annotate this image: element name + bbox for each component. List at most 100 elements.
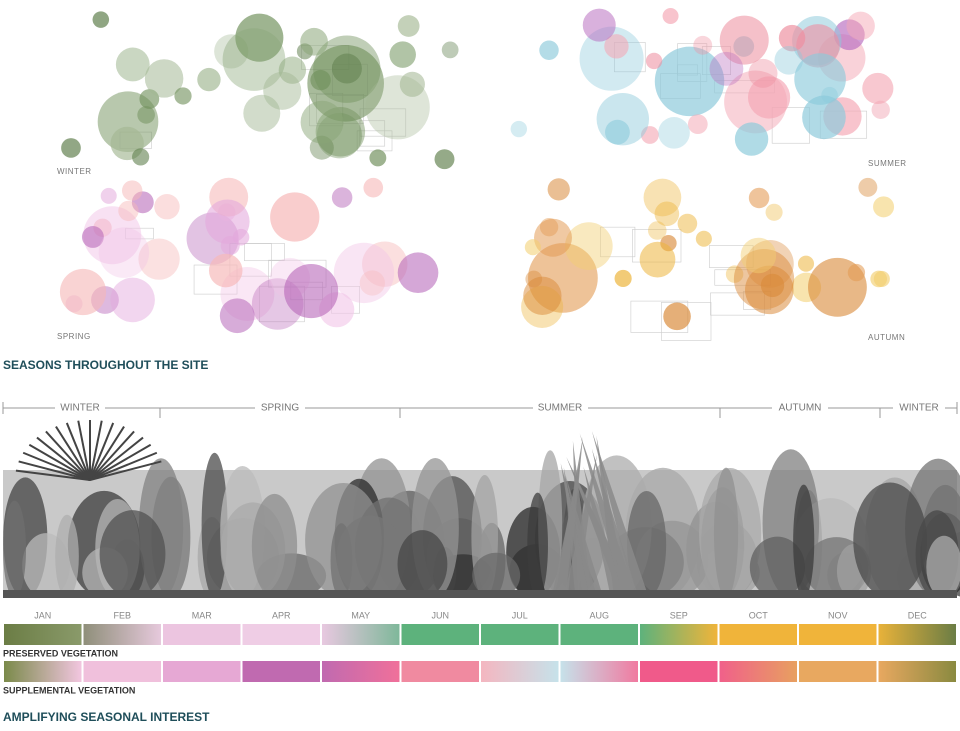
foliage (527, 492, 548, 598)
tree-canopy (654, 201, 680, 227)
month-bar (83, 624, 161, 645)
tree-canopy (733, 248, 795, 310)
tree-canopy (434, 149, 455, 170)
tree-canopy (748, 58, 778, 88)
month-label: APR (272, 610, 291, 620)
tree-canopy (110, 277, 155, 323)
tree-canopy (833, 19, 865, 51)
tree-canopy (219, 298, 255, 334)
plant-photo (3, 420, 960, 599)
palm-frond (89, 420, 103, 481)
tree-canopy (709, 51, 744, 86)
tree-canopy (270, 192, 320, 242)
season-label: SUMMER (538, 403, 582, 414)
foliage (749, 536, 806, 598)
tree-canopy (115, 47, 150, 82)
tree-canopy (243, 94, 281, 132)
tree-canopy (362, 241, 408, 287)
tree-canopy (284, 264, 339, 319)
month-bar (878, 624, 956, 645)
month-bar (481, 624, 559, 645)
month-label: JUN (432, 610, 450, 620)
tree-canopy (144, 59, 184, 98)
palm-frond (77, 420, 91, 481)
tree-canopy (740, 237, 777, 274)
tree-canopy (693, 35, 713, 55)
tree-canopy (873, 270, 890, 287)
bar-label: SUPPLEMENTAL VEGETATION (3, 685, 135, 695)
tree-canopy (847, 263, 866, 282)
month-bar (719, 624, 797, 645)
palm-frond (89, 430, 135, 481)
month-label: MAY (351, 610, 370, 620)
foliage (3, 500, 27, 598)
tree-canopy (309, 135, 334, 160)
tree-canopy (59, 268, 107, 316)
tree-canopy (658, 117, 690, 149)
foliage (853, 482, 927, 598)
month-bars: JAN FEB MAR APR MAY JUN JUL AUG SEP OCT NOV DEC (4, 610, 956, 682)
bar-label: PRESERVED VEGETATION (3, 648, 118, 658)
tree-canopy (205, 199, 250, 244)
month-bar (401, 661, 479, 682)
tree-canopy (695, 230, 712, 247)
site-maps (59, 7, 895, 341)
tree-canopy (614, 269, 632, 288)
month-bar (322, 661, 400, 682)
palm-frond (89, 422, 115, 481)
month-bar (799, 624, 877, 645)
agave-leaf (583, 466, 625, 598)
tree-canopy (534, 218, 572, 257)
tree-canopy (643, 178, 682, 217)
tree-canopy (235, 13, 284, 62)
tree-canopy (539, 40, 559, 60)
tree-canopy (316, 113, 363, 159)
tree-canopy (61, 138, 81, 158)
month-label: NOV (828, 610, 848, 620)
foliage (99, 510, 166, 598)
site-plan (359, 108, 407, 137)
month-label: FEB (113, 610, 131, 620)
tree-canopy (359, 270, 385, 296)
section-title: SEASONS THROUGHOUT THE SITE (3, 358, 208, 372)
month-bar (242, 661, 320, 682)
palm-frond (89, 451, 158, 481)
month-bar (4, 624, 82, 645)
photo-base (3, 590, 957, 598)
tree-canopy (605, 119, 630, 145)
tree-canopy (641, 126, 659, 144)
tree-canopy (802, 95, 846, 140)
palm-frond (89, 443, 152, 481)
agave-leaf (591, 431, 649, 598)
season-label: WINTER (899, 403, 938, 414)
tree-canopy (397, 15, 420, 37)
month-label: DEC (908, 610, 928, 620)
month-bar (481, 661, 559, 682)
tree-canopy (734, 122, 769, 156)
month-bar (4, 661, 82, 682)
month-label: MAR (192, 610, 213, 620)
month-bar (322, 624, 400, 645)
timeline (2, 402, 958, 418)
tree-canopy (677, 213, 698, 234)
tree-canopy (524, 239, 541, 256)
site-plan (600, 226, 636, 258)
agave-leaf (565, 475, 604, 598)
season-label: SPRING (261, 403, 300, 414)
month-label: AUG (589, 610, 609, 620)
tree-canopy (363, 177, 384, 198)
agave-leaf (563, 467, 590, 598)
palm-frond (55, 426, 91, 481)
month-bar (560, 624, 638, 645)
palm-frond (18, 460, 91, 481)
site-plan (244, 243, 285, 262)
foliage (397, 530, 448, 598)
tree-canopy (873, 196, 895, 218)
tree-canopy (331, 187, 353, 208)
palm-frond (89, 436, 144, 481)
month-label: JUL (512, 610, 528, 620)
site-plan (125, 227, 154, 240)
tree-canopy (397, 252, 439, 294)
tree-canopy (300, 100, 344, 144)
